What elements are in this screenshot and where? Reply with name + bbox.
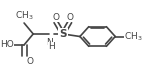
Text: O: O — [66, 13, 73, 22]
Text: HO: HO — [0, 40, 14, 49]
Text: H: H — [48, 42, 55, 51]
Text: O: O — [52, 13, 59, 22]
Text: S: S — [59, 29, 67, 39]
Text: N: N — [46, 38, 52, 47]
Text: CH$_3$: CH$_3$ — [15, 10, 33, 22]
Text: O: O — [26, 57, 33, 66]
Text: CH$_3$: CH$_3$ — [124, 30, 143, 43]
